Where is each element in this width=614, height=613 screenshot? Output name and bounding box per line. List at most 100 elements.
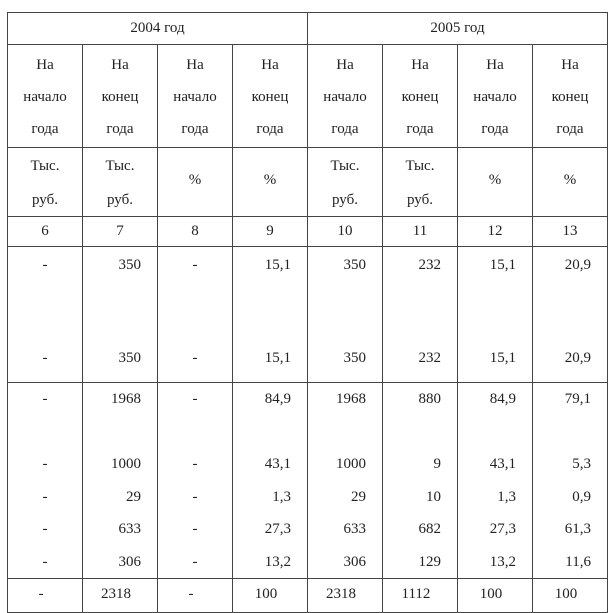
heading-line: года <box>106 121 134 137</box>
table-cell: - - - - - <box>7 382 83 579</box>
heading-line: года <box>31 121 59 137</box>
table-cell: 84,9 43,1 1,3 27,3 13,2 <box>457 382 533 579</box>
heading-line: года <box>181 121 209 137</box>
cell-values: 880 9 10 682 129 <box>383 383 457 578</box>
cell-values: 350 350 <box>308 247 382 374</box>
table-cell: 880 9 10 682 129 <box>382 382 458 579</box>
cell-value <box>158 416 232 449</box>
cell-values: -- <box>158 247 232 374</box>
table-cell: 100 <box>232 578 308 613</box>
cell-value: 350 <box>343 350 367 366</box>
table-cell: 232 232 <box>382 246 458 383</box>
table-cell: 350 350 <box>307 246 383 383</box>
cell-values: 2318 <box>308 579 382 610</box>
column-heading: На конец года <box>82 44 158 148</box>
cell-value: 27,3 <box>264 521 291 537</box>
cell-value: 232 <box>418 350 442 366</box>
cell-value <box>83 416 157 449</box>
unit-label: Тыс. <box>105 158 135 174</box>
cell-value: - <box>192 521 198 537</box>
cell-value: - <box>42 456 48 472</box>
cell-value: - <box>192 350 198 366</box>
heading-line: начало <box>23 89 67 105</box>
column-number: 9 <box>232 216 308 247</box>
cell-values: 84,9 43,1 1,3 27,3 13,2 <box>233 383 307 578</box>
column-heading: На конец года <box>532 44 608 148</box>
cell-value: 5,3 <box>572 456 591 472</box>
cell-value: 84,9 <box>489 391 516 407</box>
heading-line: На <box>411 57 429 73</box>
unit-row: Тыс. руб. Тыс. руб.%% Тыс. руб. Тыс. руб.%% <box>7 147 608 217</box>
unit-cell: Тыс. руб. <box>82 147 158 217</box>
column-heading-row: На начало года На конец года На начало года На кон… <box>7 44 608 148</box>
cell-value: 232 <box>418 257 442 273</box>
heading-line: года <box>256 121 284 137</box>
cell-value: 84,9 <box>264 391 291 407</box>
cell-values: - - - - - <box>158 383 232 578</box>
cell-value <box>8 416 82 449</box>
cell-value: 1000 <box>336 456 366 472</box>
table-cell: 20,9 20,9 <box>532 246 608 383</box>
table-cell: 1112 <box>382 578 458 613</box>
unit-label: руб. <box>107 192 133 208</box>
cell-value: 1,3 <box>497 488 516 505</box>
table-row-group: - 2318 - 100 2318 1112 100 100 <box>7 578 608 613</box>
heading-line: начало <box>473 89 517 105</box>
column-number-row: 6 7 8 9 10 11 12 13 <box>7 216 608 247</box>
unit-label: % <box>488 172 502 188</box>
unit-label: Тыс. <box>405 158 435 174</box>
heading-line: начало <box>323 89 367 105</box>
financial-table: 2004 год 2005 год На начало года На конец год… <box>7 12 608 613</box>
cell-value: - <box>188 586 194 602</box>
unit-cell: % <box>157 147 233 217</box>
heading-line: На <box>561 57 579 73</box>
table-cell: 2318 <box>82 578 158 613</box>
unit-label: Тыс. <box>30 158 60 174</box>
cell-value: 13,2 <box>264 553 291 570</box>
heading-line: На <box>336 57 354 73</box>
heading-line: года <box>481 121 509 137</box>
cell-value: 880 <box>418 391 442 407</box>
cell-value <box>233 312 307 343</box>
unit-label: руб. <box>332 192 358 208</box>
cell-value: 13,2 <box>489 553 516 570</box>
cell-value: 0,9 <box>572 488 591 505</box>
cell-value: - <box>42 488 48 505</box>
cell-value: - <box>192 456 198 472</box>
cell-value <box>308 281 382 312</box>
table-cell: -- <box>7 246 83 383</box>
cell-value: 43,1 <box>264 456 291 472</box>
cell-value: 306 <box>118 553 142 570</box>
table-cell: -- <box>157 246 233 383</box>
cell-value: 15,1 <box>489 350 516 366</box>
cell-value: 350 <box>118 350 142 366</box>
cell-value <box>83 312 157 343</box>
table-cell: 15,1 15,1 <box>457 246 533 383</box>
cell-value: 2318 <box>326 586 356 602</box>
cell-value <box>458 281 532 312</box>
unit-cell: % <box>232 147 308 217</box>
cell-values: 1968 1000 29 633 306 <box>308 383 382 578</box>
table-cell: - <box>7 578 83 613</box>
heading-line: На <box>261 57 279 73</box>
cell-value: 15,1 <box>489 257 516 273</box>
cell-value: 100 <box>554 586 578 602</box>
cell-value: 20,9 <box>564 350 591 366</box>
year-2004-header: 2004 год <box>7 12 308 45</box>
cell-value <box>83 281 157 312</box>
column-heading: На конец года <box>382 44 458 148</box>
column-heading: На начало года <box>457 44 533 148</box>
cell-value <box>308 416 382 449</box>
cell-value: 43,1 <box>489 456 516 472</box>
cell-value: 100 <box>254 586 278 602</box>
column-number: 10 <box>307 216 383 247</box>
cell-value <box>233 281 307 312</box>
cell-values: 79,1 5,3 0,9 61,3 11,6 <box>533 383 607 578</box>
cell-value: - <box>42 553 48 570</box>
cell-value: 9 <box>433 456 442 472</box>
cell-values: 1968 1000 29 633 306 <box>83 383 157 578</box>
table-cell: - - - - - <box>157 382 233 579</box>
table-cell: 15,1 15,1 <box>232 246 308 383</box>
cell-value: - <box>192 391 198 407</box>
heading-line: конец <box>401 89 439 105</box>
